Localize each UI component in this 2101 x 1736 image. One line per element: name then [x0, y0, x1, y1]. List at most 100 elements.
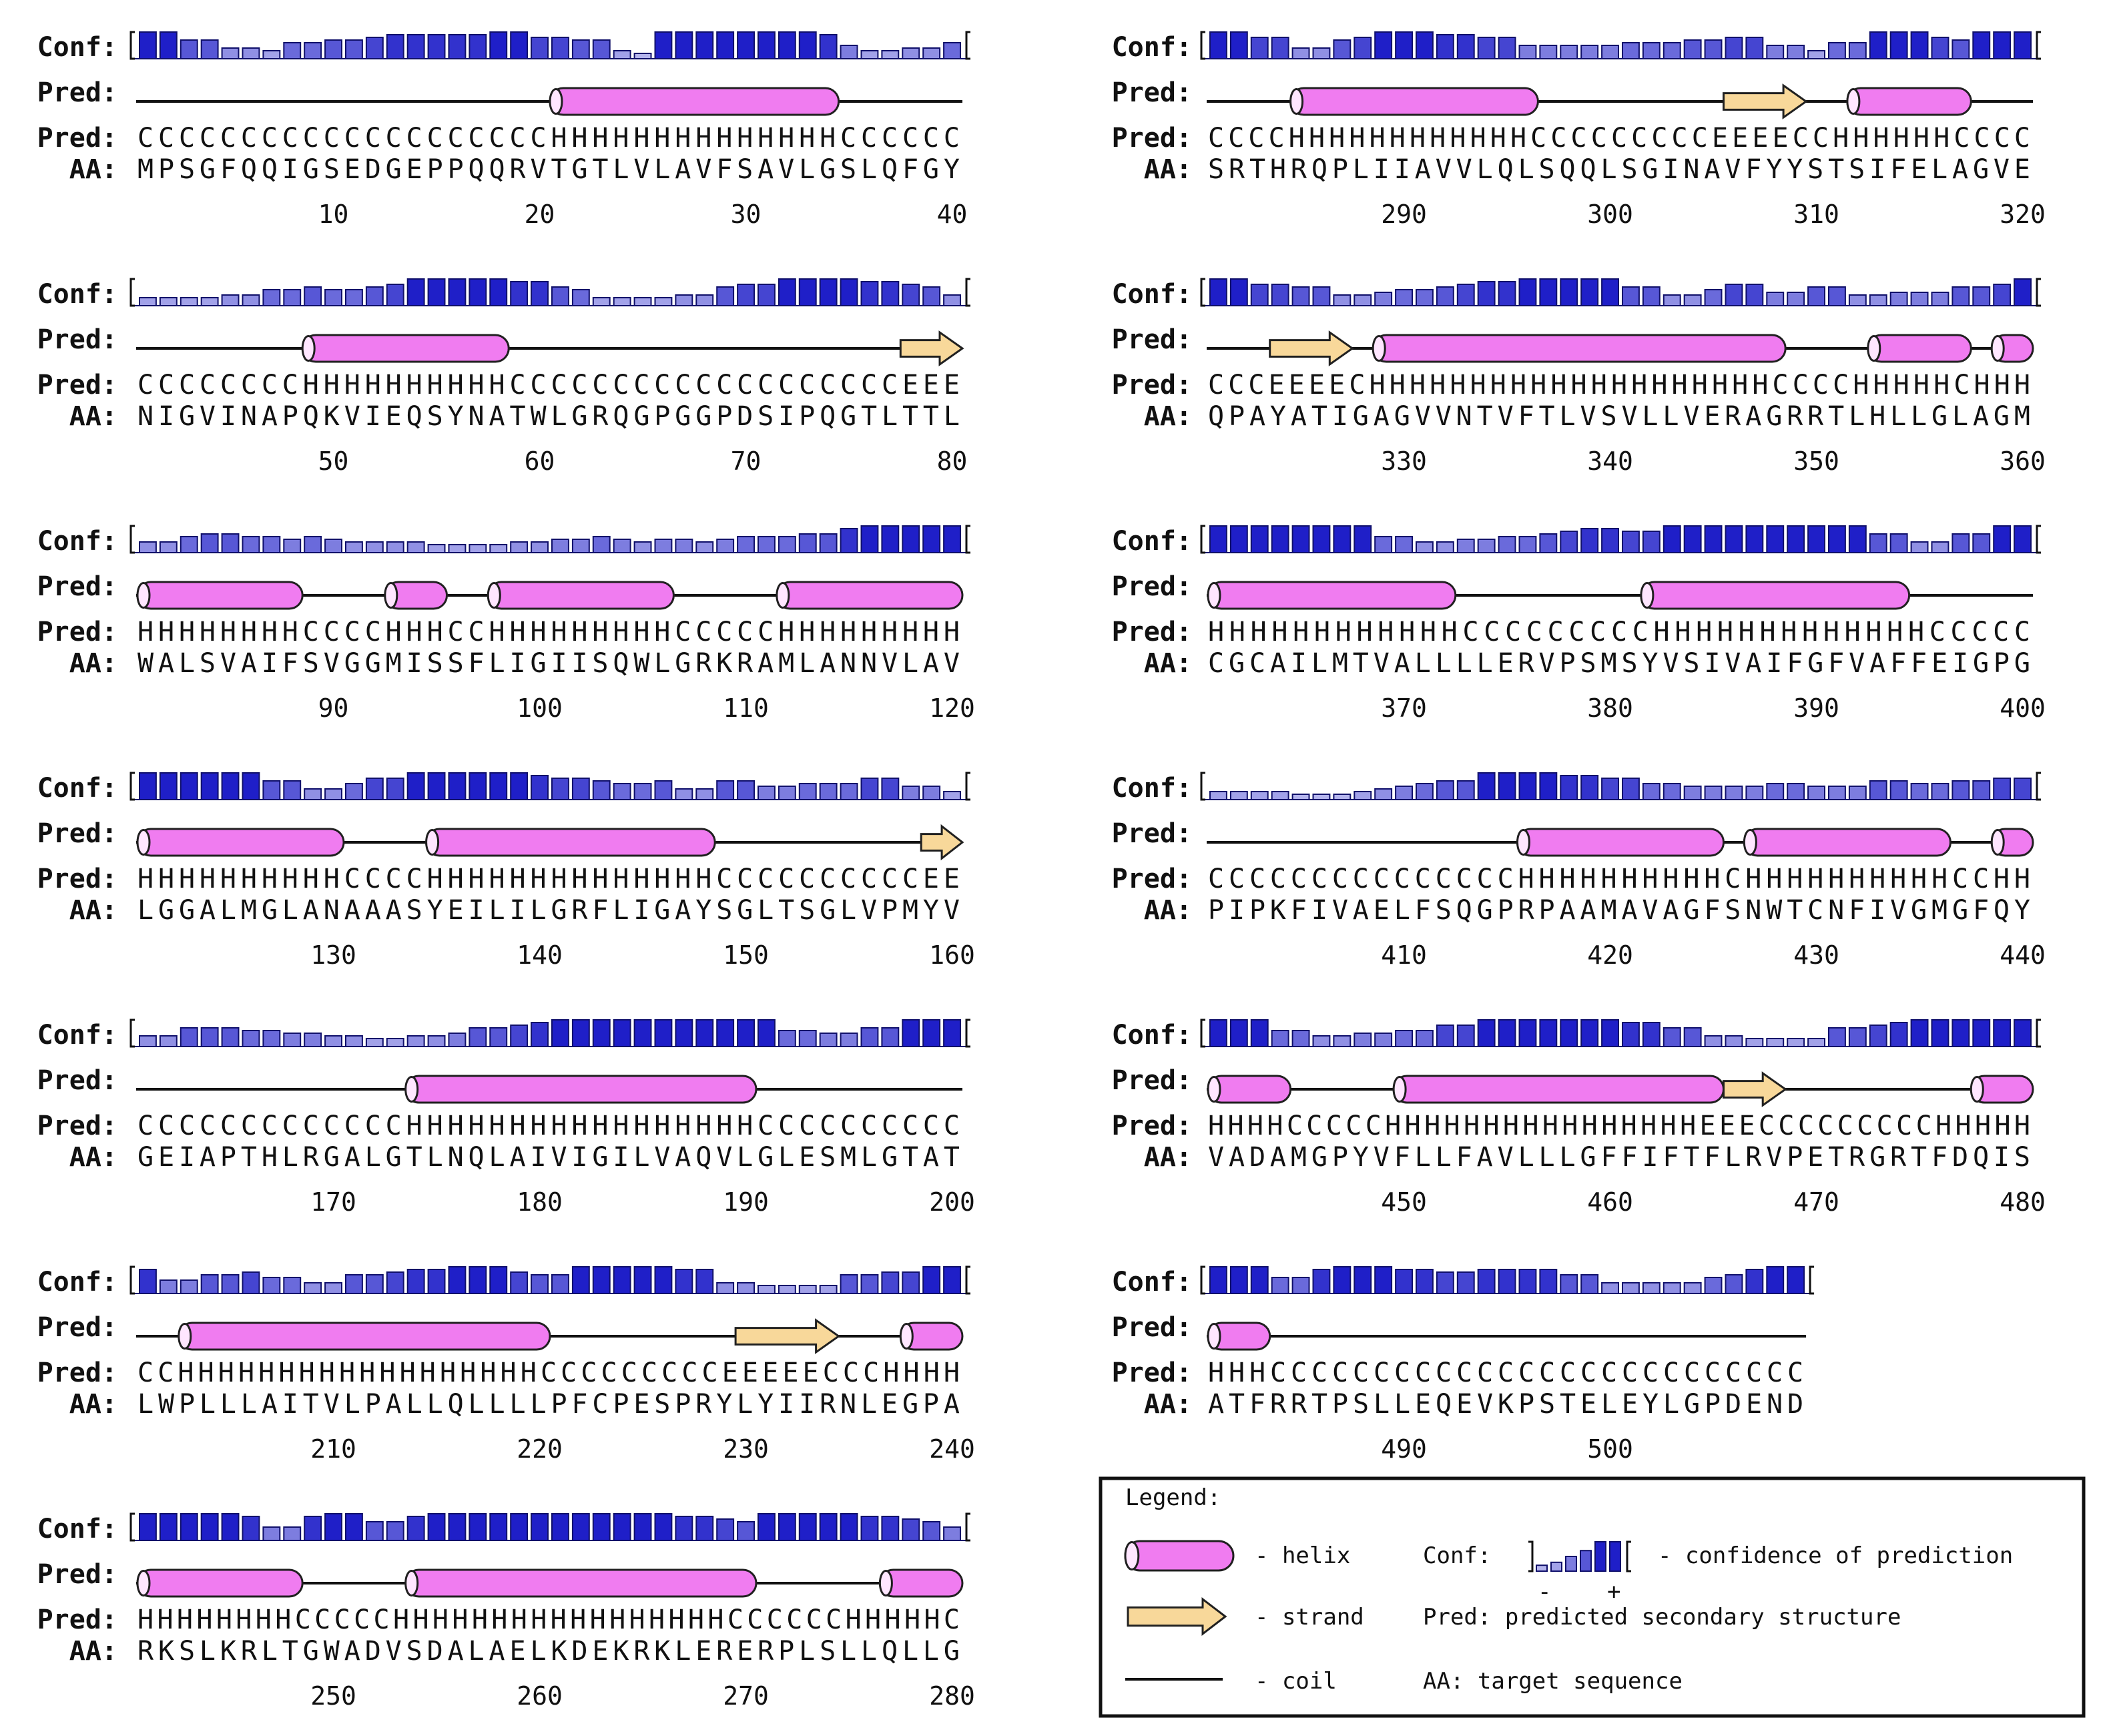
confidence-bar [283, 42, 302, 59]
conf-label: Conf: [1112, 279, 1192, 310]
confidence-bar [1580, 1274, 1599, 1294]
confidence-bar [592, 297, 611, 306]
confidence-bar [881, 1516, 900, 1541]
confidence-bar [1209, 1019, 1227, 1047]
confidence-bar [1271, 1277, 1289, 1294]
confidence-bar [633, 1266, 652, 1294]
confidence-bar [489, 1266, 508, 1294]
confidence-bar [902, 1271, 920, 1294]
confidence-bar [1869, 31, 1887, 59]
confidence-bar [1518, 1019, 1537, 1047]
confidence-bar [139, 1035, 157, 1047]
confidence-bar [1416, 1030, 1434, 1047]
strand-arrow [1269, 330, 1354, 366]
helix-body [1640, 581, 1911, 610]
prediction-track [136, 330, 964, 366]
confidence-bar [2014, 778, 2032, 800]
confidence-bar [943, 42, 961, 59]
confidence-bar [1993, 1019, 2012, 1047]
confidence-bar [489, 544, 508, 553]
position-number: 240 [929, 1434, 975, 1464]
confidence-bar [1787, 292, 1805, 306]
confidence-bar [716, 539, 735, 553]
confidence-bar [386, 1038, 404, 1047]
helix-body [1207, 581, 1457, 610]
helix-cap [1372, 335, 1386, 362]
confidence-bar [881, 281, 900, 306]
confidence-bar [1787, 1038, 1805, 1047]
confidence-bar [1993, 778, 2012, 800]
position-number: 80 [937, 447, 968, 476]
aa-label: AA: [69, 1636, 117, 1667]
confidence-bar [262, 50, 281, 59]
confidence-bar [1250, 37, 1269, 59]
confidence-bar [1766, 45, 1785, 59]
confidence-bar [675, 31, 693, 59]
position-number: 360 [2000, 447, 2046, 476]
strand-arrow [734, 1318, 841, 1354]
confidence-bar [1333, 1266, 1352, 1294]
confidence-right-bracket [965, 1512, 970, 1542]
confidence-bar [1745, 1038, 1764, 1047]
confidence-bar [613, 1513, 631, 1541]
confidence-bar [365, 778, 384, 800]
confidence-bar [571, 1019, 590, 1047]
position-number: 320 [2000, 200, 2046, 229]
confidence-right-bracket [965, 1265, 970, 1295]
confidence-bar [531, 281, 549, 306]
confidence-bar [1869, 294, 1887, 306]
confidence-bar [324, 289, 343, 306]
confidence-bar [180, 536, 198, 553]
prediction-track [136, 87, 962, 116]
confidence-bar [180, 1027, 198, 1047]
position-number: 280 [929, 1681, 975, 1711]
confidence-bar [654, 297, 673, 306]
confidence-right-bracket [2036, 525, 2041, 554]
confidence-bar [1436, 34, 1454, 59]
position-number: 340 [1587, 447, 1633, 476]
prediction-block: Conf:Pred:Pred:AA:CCCCHHHHHHHHHHHHCCCCCC… [1112, 31, 2046, 229]
position-number: 210 [310, 1434, 356, 1464]
confidence-bar [571, 1513, 590, 1541]
confidence-bar [365, 1038, 384, 1047]
legend-conf-bar [1609, 1541, 1621, 1572]
pred-sequence: CCCEEEECHHHHHHHHHHHHHHHHHHHHCCCCHHHHHCHH… [1208, 370, 2030, 400]
confidence-bar [324, 1282, 343, 1294]
confidence-bar [922, 1266, 941, 1294]
pred-label: Pred: [37, 77, 117, 108]
confidence-bar [716, 1019, 735, 1047]
confidence-bar [1271, 284, 1289, 306]
confidence-bar [1828, 42, 1846, 59]
confidence-bar [1498, 772, 1516, 800]
confidence-bar [1725, 525, 1743, 553]
helix-body [776, 581, 964, 610]
confidence-bar [304, 1516, 322, 1541]
confidence-bar [1787, 45, 1805, 59]
confidence-bar [881, 1271, 900, 1294]
pred-label: Pred: [1112, 1312, 1192, 1343]
confidence-bar [1683, 1027, 1702, 1047]
prediction-block: Conf:Pred:Pred:AA:HHHHHHHHCCCCHHHCCHHHHH… [37, 525, 975, 723]
confidence-bar [1518, 45, 1537, 59]
confidence-left-bracket [129, 1512, 135, 1542]
conf-label: Conf: [37, 1267, 117, 1297]
confidence-bar [469, 34, 487, 59]
pred-label: Pred: [37, 571, 117, 602]
prediction-track [1207, 1071, 2034, 1107]
helix-cap [1289, 88, 1304, 115]
confidence-bar [1972, 1019, 1991, 1047]
confidence-bar [654, 31, 673, 59]
confidence-bar [592, 1019, 611, 1047]
prediction-track [1207, 1322, 1807, 1351]
confidence-bar [737, 284, 755, 306]
confidence-bar [427, 278, 446, 306]
confidence-bar [139, 297, 157, 306]
confidence-bar [1209, 278, 1227, 306]
confidence-bar [1395, 31, 1414, 59]
confidence-bar [1250, 284, 1269, 306]
confidence-bar [551, 37, 569, 59]
confidence-bar [283, 1033, 302, 1047]
confidence-bar [1952, 533, 1970, 553]
confidence-bar [1291, 47, 1310, 59]
helix-cap [425, 829, 440, 856]
